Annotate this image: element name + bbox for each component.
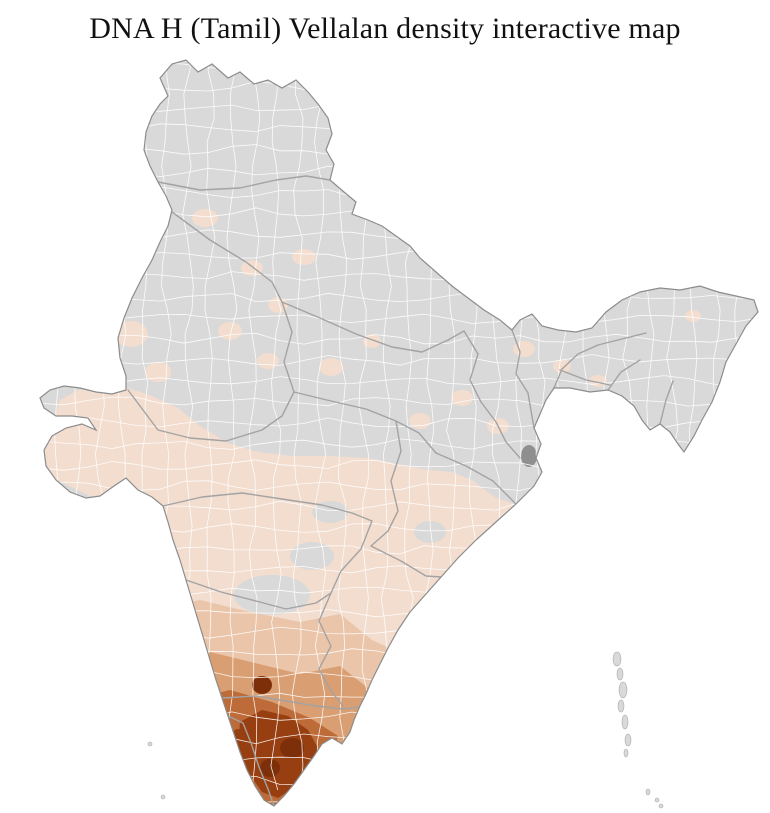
island[interactable] — [147, 741, 153, 747]
district-border-line — [40, 60, 41, 791]
district-border-line — [40, 647, 758, 660]
region-density-1-district[interactable] — [192, 209, 218, 227]
region-density-1-district[interactable] — [257, 353, 279, 369]
region-density-1-district[interactable] — [292, 249, 316, 265]
lakshadweep-islands[interactable] — [147, 741, 166, 800]
district-border-line — [40, 80, 758, 92]
andaman-nicobar-islands[interactable] — [612, 651, 664, 809]
district-border-line — [226, 60, 238, 791]
island[interactable] — [621, 714, 629, 730]
region-density-1-district[interactable] — [145, 362, 171, 382]
island[interactable] — [623, 748, 629, 758]
island[interactable] — [624, 733, 632, 747]
region-density-1-district[interactable] — [114, 321, 148, 347]
island[interactable] — [654, 797, 660, 803]
region-density-5-district[interactable] — [230, 729, 246, 755]
island[interactable] — [616, 667, 624, 681]
district-border-line — [40, 164, 758, 178]
island[interactable] — [658, 803, 664, 809]
district-border-line — [578, 60, 590, 791]
district-border-line — [40, 290, 758, 303]
district-border-line — [40, 669, 758, 682]
island[interactable] — [612, 651, 622, 667]
district-border-line — [40, 354, 758, 366]
region-density-6-district[interactable] — [252, 676, 272, 694]
district-border-line — [248, 60, 261, 791]
district-border-line — [40, 122, 758, 136]
region-no-data-pocket[interactable] — [414, 521, 446, 543]
district-border-line — [600, 60, 612, 791]
island[interactable] — [160, 794, 166, 800]
state-borders — [127, 175, 674, 806]
district-border-line — [40, 754, 758, 765]
region-density-1-district[interactable] — [553, 359, 571, 373]
region-density-1-district[interactable] — [319, 358, 343, 376]
district-border-line — [40, 396, 758, 408]
district-border-line — [40, 186, 758, 199]
region-density-1-district[interactable] — [409, 413, 431, 429]
district-border-line — [40, 731, 758, 745]
district-border-line — [270, 60, 282, 791]
island[interactable] — [618, 681, 628, 699]
district-border-line — [40, 311, 758, 324]
region-density-6-district[interactable] — [260, 759, 280, 777]
island[interactable] — [645, 788, 651, 796]
district-border-line — [40, 795, 758, 806]
region-density-1-district[interactable] — [218, 322, 242, 340]
region-density-5-core[interactable] — [238, 710, 318, 798]
district-border-line — [557, 60, 568, 791]
region-density-1-district[interactable] — [241, 260, 263, 276]
district-border-line — [40, 692, 758, 702]
district-border-line — [40, 60, 758, 72]
district-border-line — [732, 60, 744, 791]
district-border-line — [40, 775, 758, 786]
district-border-line — [40, 103, 758, 114]
region-no-data-pocket[interactable] — [234, 575, 310, 615]
map-title: DNA H (Tamil) Vellalan density interacti… — [89, 12, 681, 45]
district-border-line — [40, 711, 758, 722]
region-density-1-district[interactable] — [685, 310, 701, 322]
district-border-line — [72, 60, 84, 791]
district-border-line — [40, 375, 758, 387]
district-border-line — [314, 60, 327, 791]
district-border-line — [40, 332, 758, 345]
region-metro-district[interactable] — [521, 445, 537, 467]
region-no-data-pocket[interactable] — [312, 501, 348, 523]
district-border-line — [291, 60, 304, 791]
district-border-line — [710, 60, 722, 791]
region-density-1-district[interactable] — [451, 390, 473, 406]
island[interactable] — [617, 699, 625, 713]
district-border-line — [40, 143, 758, 157]
district-border-line — [753, 60, 758, 791]
region-density-6-district[interactable] — [280, 738, 304, 758]
district-border-line — [50, 60, 62, 791]
district-border-line — [40, 206, 758, 218]
district-border-line — [622, 60, 635, 791]
